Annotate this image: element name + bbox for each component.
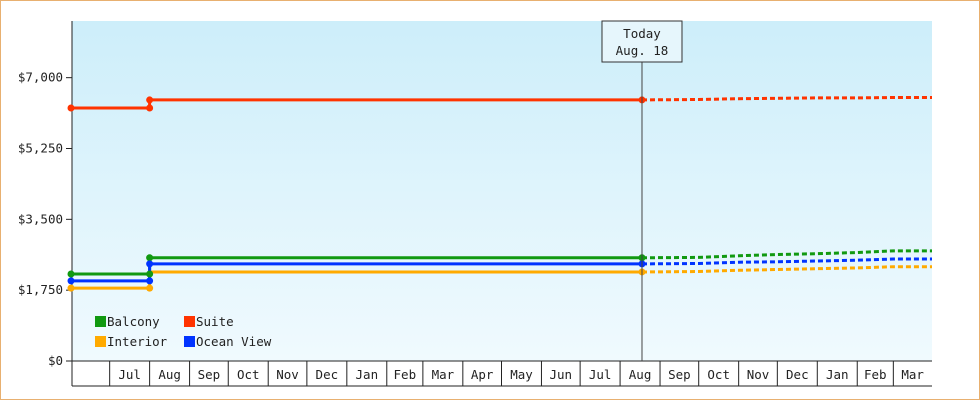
y-tick-label: $0 [48, 353, 63, 368]
data-point-balcony[interactable] [67, 270, 75, 278]
series-forecast-line-suite [641, 96, 932, 102]
y-tick-label: $5,250 [18, 141, 63, 156]
data-point-interior[interactable] [146, 284, 154, 292]
x-tick-label: Jan [826, 367, 849, 382]
x-tick-label: Mar [432, 367, 455, 382]
y-tick-label: $7,000 [18, 70, 63, 85]
data-point-ocean-view[interactable] [146, 260, 154, 268]
data-point-balcony[interactable] [146, 270, 154, 278]
x-tick-label: Jul [589, 367, 612, 382]
legend-swatch-suite [184, 316, 195, 327]
data-point-ocean-view[interactable] [67, 277, 75, 285]
x-tick-label: Aug [629, 367, 652, 382]
legend-label-ocean-view: Ocean View [196, 334, 272, 349]
legend-label-suite: Suite [196, 314, 234, 329]
today-date-label: Aug. 18 [616, 43, 669, 58]
y-tick-label: $1,750 [18, 282, 63, 297]
data-point-suite[interactable] [146, 104, 154, 112]
legend-swatch-interior [95, 336, 106, 347]
x-tick-label: Nov [747, 367, 770, 382]
today-callout [601, 20, 683, 63]
legend-swatch-balcony [95, 316, 106, 327]
series-forecast-line-ocean-view [641, 257, 932, 266]
legend-label-interior: Interior [107, 334, 168, 349]
x-tick-label: May [510, 367, 533, 382]
data-point-interior[interactable] [67, 284, 75, 292]
data-point-suite[interactable] [67, 104, 75, 112]
legend-label-balcony: Balcony [107, 314, 160, 329]
series-line-suite [72, 98, 642, 110]
y-tick-label: $3,500 [18, 211, 63, 226]
series-forecast-line-balcony [641, 249, 932, 260]
x-tick-label: Oct [707, 367, 730, 382]
plot-background [72, 21, 932, 361]
data-point-ocean-view[interactable] [146, 277, 154, 285]
legend-swatch-ocean-view [184, 336, 195, 347]
x-tick-label: Mar [901, 367, 924, 382]
x-tick-label: Oct [237, 367, 260, 382]
x-tick-label: Jul [118, 367, 141, 382]
x-tick-label: Aug [158, 367, 181, 382]
x-tick-label: Jan [356, 367, 379, 382]
x-tick-label: Dec [786, 367, 809, 382]
today-label: Today [623, 26, 661, 41]
data-point-suite[interactable] [146, 96, 154, 104]
x-tick-label: Nov [276, 367, 299, 382]
x-tick-label: Feb [864, 367, 887, 382]
x-tick-label: Apr [471, 367, 494, 382]
x-tick-label: Feb [394, 367, 417, 382]
x-tick-label: Sep [198, 367, 221, 382]
series-forecast-line-interior [641, 265, 932, 274]
x-tick-label: Sep [668, 367, 691, 382]
x-tick-label: Jun [550, 367, 573, 382]
x-tick-label: Dec [316, 367, 339, 382]
data-point-balcony[interactable] [146, 254, 154, 262]
